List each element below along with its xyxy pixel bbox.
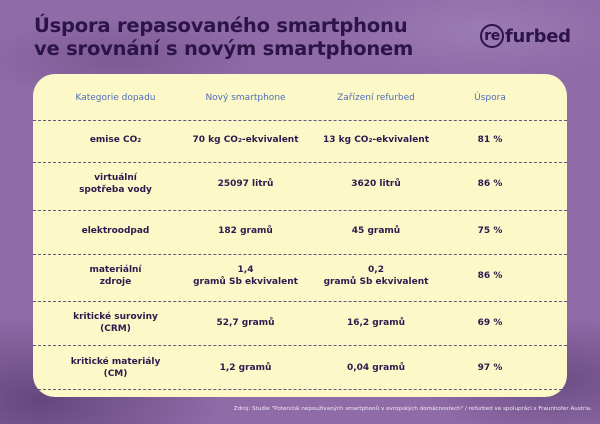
cell-category: emise CO₂ xyxy=(33,134,198,146)
cell-category: kritické materiály (CM) xyxy=(33,356,198,380)
cell-refurbed-line: 13 kg CO₂-ekvivalent xyxy=(322,135,430,145)
cell-new-line: 182 gramů xyxy=(218,226,273,236)
cell-new-line: gramů Sb ekvivalent xyxy=(193,277,298,287)
cell-category-line: spotřeba vody xyxy=(79,185,152,195)
cell-refurbed: 3620 litrů xyxy=(295,178,457,190)
cell-saving: 86 % xyxy=(477,179,503,189)
comparison-table: Kategorie dopadu Nový smartphone Zařízen… xyxy=(33,74,567,397)
cell-category-line: kritické materiály xyxy=(70,357,161,367)
cell-new: 70 kg CO₂-ekvivalent xyxy=(173,134,318,146)
cell-category-line: kritické suroviny xyxy=(73,312,158,322)
cell-refurbed-line: 0,2 xyxy=(368,265,384,275)
cell-saving: 75 % xyxy=(477,226,503,236)
cell-new-line: 70 kg CO₂-ekvivalent xyxy=(192,135,299,145)
row-separator xyxy=(33,120,567,121)
cell-category-line: (CM) xyxy=(103,369,128,379)
row-separator xyxy=(33,162,567,163)
cell-new: 25097 litrů xyxy=(173,178,318,190)
cell-refurbed: 13 kg CO₂-ekvivalent xyxy=(295,134,457,146)
cell-refurbed: 0,04 gramů xyxy=(295,362,457,374)
logo-text: furbed xyxy=(505,25,571,47)
cell-new-line: 25097 litrů xyxy=(217,179,274,189)
refurbed-logo: re furbed xyxy=(480,23,571,49)
cell-refurbed: 16,2 gramů xyxy=(295,317,457,329)
cell-category-line: emise CO₂ xyxy=(89,135,142,145)
header-category: Kategorie dopadu xyxy=(75,93,156,103)
row-separator xyxy=(33,301,567,302)
cell-category-line: virtuální xyxy=(94,173,137,183)
header-saving: Úspora xyxy=(474,93,506,103)
cell-saving: 81 % xyxy=(477,135,503,145)
cell-refurbed-line: 3620 litrů xyxy=(351,179,401,189)
cell-saving: 69 % xyxy=(477,318,503,328)
header-refurbed: Zařízení refurbed xyxy=(337,93,415,103)
cell-refurbed-line: gramů Sb ekvivalent xyxy=(323,277,429,287)
title-line-2: ve srovnání s novým smartphonem xyxy=(34,37,414,60)
cell-new-line: 1,4 xyxy=(237,265,254,275)
header-new: Nový smartphone xyxy=(205,93,286,103)
cell-refurbed: 0,2 gramů Sb ekvivalent xyxy=(295,264,457,288)
cell-refurbed-line: 45 gramů xyxy=(351,226,401,236)
cell-new-line: 52,7 gramů xyxy=(216,318,275,328)
row-separator xyxy=(33,389,567,390)
cell-refurbed: 45 gramů xyxy=(295,225,457,237)
cell-category-line: elektroodpad xyxy=(81,226,150,236)
cell-category-line: materiální xyxy=(89,265,142,275)
cell-new: 1,4 gramů Sb ekvivalent xyxy=(173,264,318,288)
cell-saving: 97 % xyxy=(477,363,503,373)
cell-category: virtuální spotřeba vody xyxy=(33,172,198,196)
cell-category-line: (CRM) xyxy=(100,324,131,334)
page-title: Úspora repasovaného smartphonu ve srovná… xyxy=(34,14,454,60)
logo-circle: re xyxy=(480,24,504,48)
cell-refurbed-line: 0,04 gramů xyxy=(346,363,406,373)
cell-category: materiální zdroje xyxy=(33,264,198,288)
row-separator xyxy=(33,345,567,346)
cell-new: 182 gramů xyxy=(173,225,318,237)
cell-category: kritické suroviny (CRM) xyxy=(33,311,198,335)
source-note: Zdroj: Studie "Potenciál nepoužívaných s… xyxy=(233,406,592,412)
cell-new-line: 1,2 gramů xyxy=(219,363,272,373)
cell-saving: 86 % xyxy=(477,271,503,281)
cell-new: 1,2 gramů xyxy=(173,362,318,374)
row-separator xyxy=(33,210,567,211)
cell-category: elektroodpad xyxy=(33,225,198,237)
cell-category-line: zdroje xyxy=(99,277,132,287)
title-line-1: Úspora repasovaného smartphonu xyxy=(34,14,408,37)
row-separator xyxy=(33,254,567,255)
cell-refurbed-line: 16,2 gramů xyxy=(346,318,406,328)
cell-new: 52,7 gramů xyxy=(173,317,318,329)
